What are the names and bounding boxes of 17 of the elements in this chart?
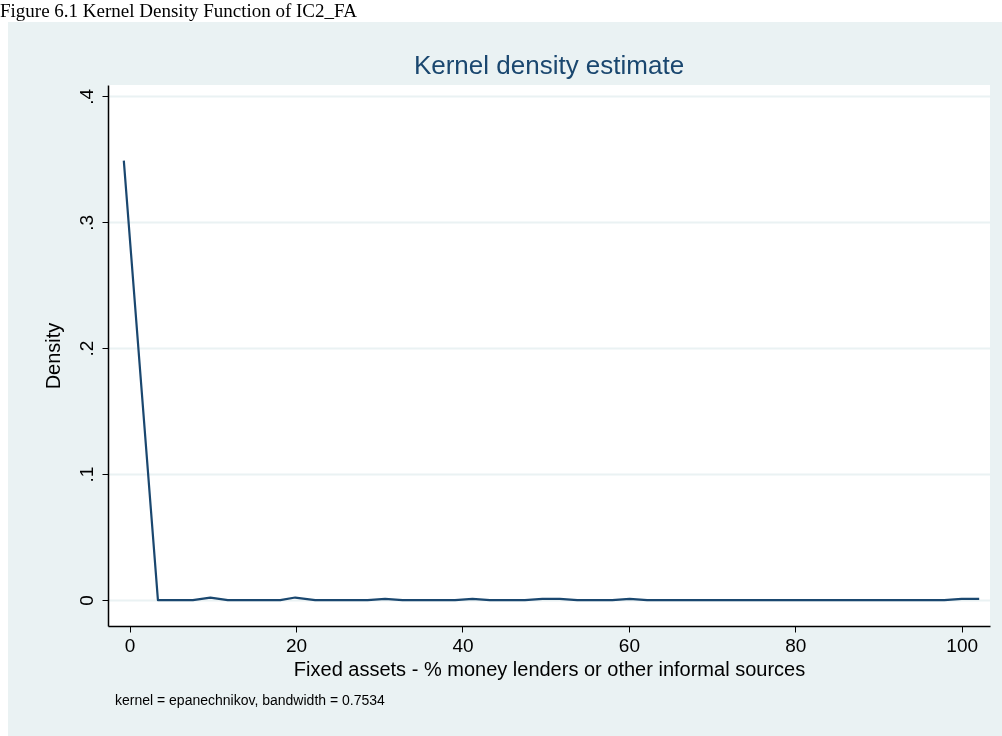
x-tick-label: 20: [285, 634, 308, 656]
y-tick-label: .1: [75, 466, 97, 483]
y-axis-title: Density: [41, 322, 64, 390]
x-axis-title: Fixed assets - % money lenders or other informal sources: [293, 657, 806, 680]
x-tick-label: 60: [618, 634, 640, 656]
chart-title: Kernel density estimate: [413, 50, 685, 80]
x-tick-label: 80: [785, 634, 807, 656]
caption: Figure 6.1 Kernel Density Function of IC2_FA: [0, 0, 357, 21]
y-tick-label: .3: [75, 214, 97, 231]
line-series: [122, 159, 981, 602]
x-tick-label: 100: [946, 634, 979, 656]
x-tick-label: 0: [124, 634, 136, 656]
y-tick-label: .2: [75, 340, 97, 357]
y-tick-label: .4: [75, 88, 97, 105]
x-tick-label: 40: [452, 634, 474, 656]
text: kernel = epanechnikov, bandwidth = 0.7534: [115, 692, 385, 708]
y-tick-label: 0: [75, 595, 97, 606]
